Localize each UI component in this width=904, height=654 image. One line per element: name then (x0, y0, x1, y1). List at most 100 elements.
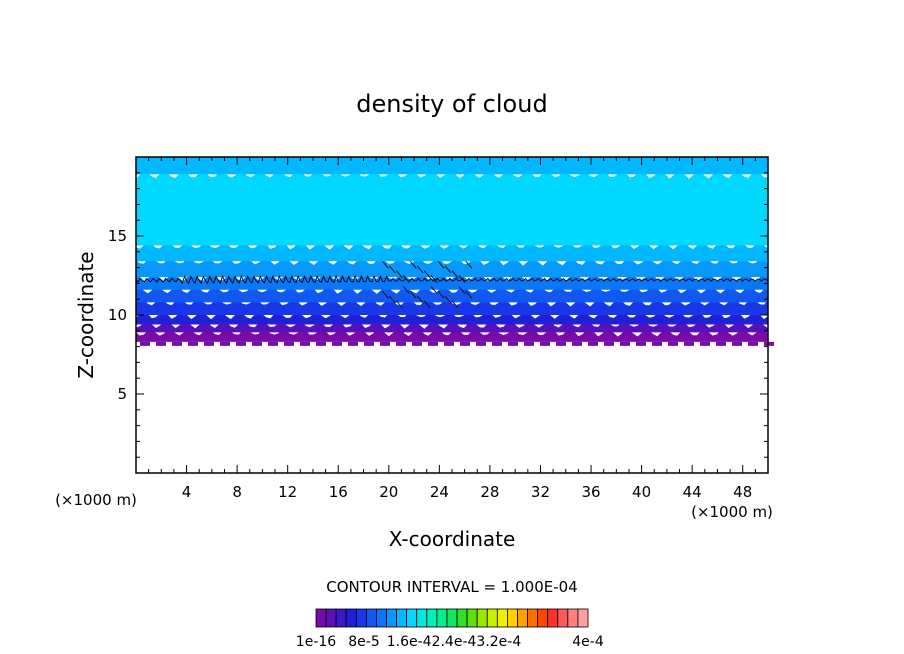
contour-band (380, 341, 390, 346)
colorbar-swatch (466, 608, 478, 628)
contour-band (156, 341, 166, 346)
contour-band (668, 341, 678, 346)
contour-band (604, 341, 614, 346)
contour-line (451, 270, 459, 279)
contour-band (136, 298, 768, 315)
x-tick-label: 16 (329, 483, 348, 501)
colorbar-label: 1e-16 (296, 634, 336, 650)
contour-band (220, 341, 230, 346)
contour-band (348, 341, 358, 346)
contour-band (364, 341, 374, 346)
colorbar-label: 1.6e-42.4e-43.2e-4 (387, 634, 522, 650)
contour-band (572, 341, 582, 346)
contour-band (588, 341, 598, 346)
colorbar-swatch (396, 608, 408, 628)
contour-line (444, 265, 452, 274)
colorbar-swatch (486, 608, 498, 628)
contour-band (476, 341, 486, 346)
contour-line (423, 300, 431, 309)
contour-line (465, 290, 473, 299)
contour-band (748, 341, 758, 346)
contour-band (556, 341, 566, 346)
x-axis: 4 8 12 16 20 24 28 32 36 40 44 48 (148, 157, 756, 501)
contour-band (136, 170, 768, 246)
contour-line (396, 300, 403, 309)
contour-line (444, 295, 452, 304)
x-tick-label: 12 (278, 483, 297, 501)
x-axis-label: X-coordinate (389, 527, 516, 551)
x-tick-label: 36 (581, 483, 600, 501)
y-axis-label: Z-coordinate (74, 251, 98, 378)
colorbar-swatch (416, 608, 428, 628)
contour-band (316, 341, 326, 346)
colorbar-swatch (476, 608, 488, 628)
contour-band (684, 341, 694, 346)
contour-line (396, 270, 403, 279)
contour-band (508, 341, 518, 346)
contour-band (172, 341, 182, 346)
contour-band (236, 341, 246, 346)
colorbar-swatch (406, 608, 418, 628)
contour-band (700, 341, 710, 346)
contour-band (268, 341, 278, 346)
colorbar-swatch (517, 608, 528, 628)
colorbar-swatch (386, 608, 397, 628)
x-tick-label: 40 (632, 483, 651, 501)
contour-band (396, 341, 406, 346)
contour-band (136, 257, 768, 278)
contour-band (460, 341, 470, 346)
contour-line (389, 265, 396, 274)
contour-line (416, 295, 424, 304)
contour-line (437, 260, 445, 269)
contour-band (620, 341, 630, 346)
colorbar-swatch (315, 608, 327, 628)
colorbar-swatch (355, 608, 367, 628)
contour-line (402, 275, 410, 283)
contour-line (409, 260, 417, 269)
y-tick-label: 10 (108, 306, 127, 324)
y-tick-label: 5 (117, 385, 127, 403)
contour-line-group (135, 260, 769, 309)
colorbar-swatch (456, 608, 468, 628)
x-tick-label: 48 (733, 483, 752, 501)
colorbar-swatch (345, 608, 357, 628)
colorbar-label: 4e-4 (572, 634, 604, 650)
contour-band (300, 341, 310, 346)
colorbar-swatch (365, 608, 377, 628)
x-tick-label: 28 (480, 483, 499, 501)
x-tick-label: 4 (182, 483, 192, 501)
contour-band (636, 341, 646, 346)
contour-line (409, 290, 417, 299)
colorbar-labels: 1e-16 8e-5 1.6e-42.4e-43.2e-4 4e-4 (296, 634, 604, 650)
contour-band (412, 341, 422, 346)
contour-line (416, 265, 424, 274)
colorbar-swatch (335, 608, 347, 628)
contour-band (540, 341, 550, 346)
contour-line (465, 260, 473, 269)
y-tick-label: 15 (108, 227, 127, 245)
contour-band (188, 341, 198, 346)
contour-band (332, 341, 342, 346)
colorbar-swatch (567, 608, 579, 628)
x-tick-label: 24 (430, 483, 449, 501)
contour-band (204, 341, 214, 346)
colorbar-swatch (577, 608, 589, 628)
contour-band (524, 341, 534, 346)
colorbar-swatch (527, 608, 539, 628)
colorbar (315, 608, 589, 628)
contour-band (716, 341, 726, 346)
contour-line (135, 274, 769, 285)
colorbar-swatch (436, 608, 448, 628)
contour-band (252, 341, 262, 346)
contour-band (136, 320, 768, 333)
colorbar-swatch (547, 608, 559, 628)
contour-band (444, 341, 454, 346)
colorbar-swatch (426, 608, 438, 628)
contour-band (652, 341, 662, 346)
contour-line (458, 275, 466, 283)
contour-line (458, 286, 466, 294)
y-axis: 5 10 15 (108, 172, 768, 458)
contour-line (382, 260, 389, 269)
contour-line (430, 275, 438, 283)
